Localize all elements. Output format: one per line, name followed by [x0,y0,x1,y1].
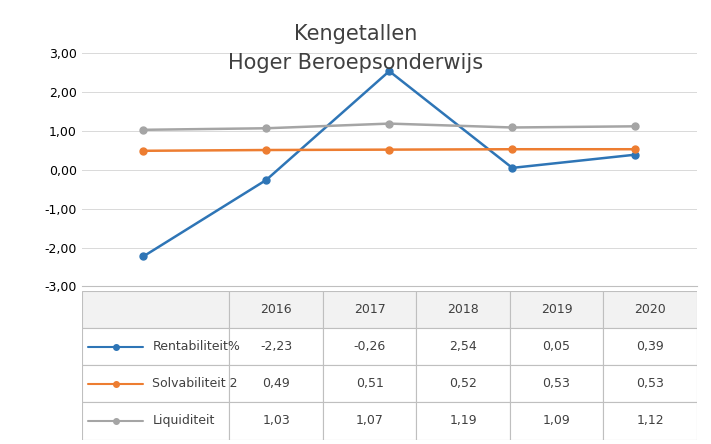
Text: 0,49: 0,49 [262,377,290,390]
Text: Hoger Beroepsonderwijs: Hoger Beroepsonderwijs [228,53,483,73]
Bar [604,328,697,365]
Bar [323,291,417,328]
Text: Solvabiliteit 2: Solvabiliteit 2 [152,377,238,390]
Text: 0,39: 0,39 [636,340,664,353]
Bar [510,402,604,440]
Text: 2020: 2020 [634,303,666,316]
Text: 0,05: 0,05 [542,340,570,353]
Bar [82,365,230,402]
Bar [323,402,417,440]
Text: Rentabiliteit%: Rentabiliteit% [152,340,240,353]
Bar [82,291,230,328]
Bar [230,291,323,328]
Text: 0,53: 0,53 [542,377,570,390]
Bar [230,402,323,440]
Bar [510,328,604,365]
Text: -0,26: -0,26 [353,340,385,353]
Bar [604,291,697,328]
Bar [510,291,604,328]
Text: 2017: 2017 [353,303,385,316]
Text: 2018: 2018 [447,303,479,316]
Text: 2016: 2016 [260,303,292,316]
Bar [604,402,697,440]
Text: 0,53: 0,53 [636,377,664,390]
Text: 2,54: 2,54 [449,340,477,353]
Text: 1,19: 1,19 [449,414,477,428]
Text: 0,51: 0,51 [356,377,383,390]
Bar [417,291,510,328]
Bar [82,328,230,365]
Text: Kengetallen: Kengetallen [294,24,417,44]
Text: 1,07: 1,07 [356,414,383,428]
Text: 1,09: 1,09 [542,414,570,428]
Bar [230,365,323,402]
Text: -2,23: -2,23 [260,340,292,353]
Text: 2019: 2019 [541,303,572,316]
Bar [417,365,510,402]
Bar [604,365,697,402]
Bar [323,328,417,365]
Bar [323,365,417,402]
Text: 1,03: 1,03 [262,414,290,428]
Text: 0,52: 0,52 [449,377,477,390]
Text: Liquiditeit: Liquiditeit [152,414,215,428]
Bar [510,365,604,402]
Bar [230,328,323,365]
Text: 1,12: 1,12 [636,414,664,428]
Bar [417,402,510,440]
Bar [417,328,510,365]
Bar [82,402,230,440]
